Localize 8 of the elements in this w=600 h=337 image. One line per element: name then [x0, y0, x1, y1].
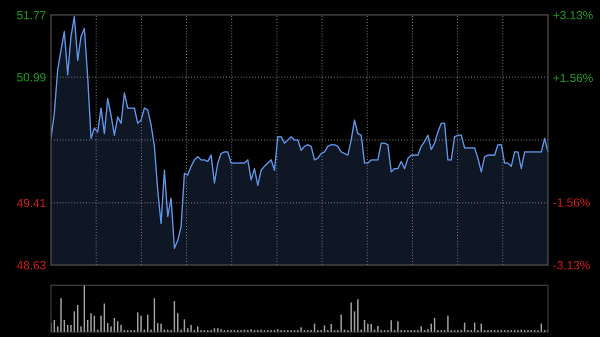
y2-tick-label: -3.13% — [553, 261, 590, 270]
y-tick-label: 51.77 — [17, 11, 46, 20]
y2-tick-label: +1.56% — [553, 74, 593, 82]
y2-tick-label: -1.56% — [553, 198, 590, 207]
y2-tick-label: +3.13% — [553, 10, 593, 20]
y-tick-label: 49.41 — [16, 198, 46, 208]
y-tick-label: 48.63 — [16, 261, 46, 270]
y-tick-label: 50.99 — [17, 73, 46, 82]
